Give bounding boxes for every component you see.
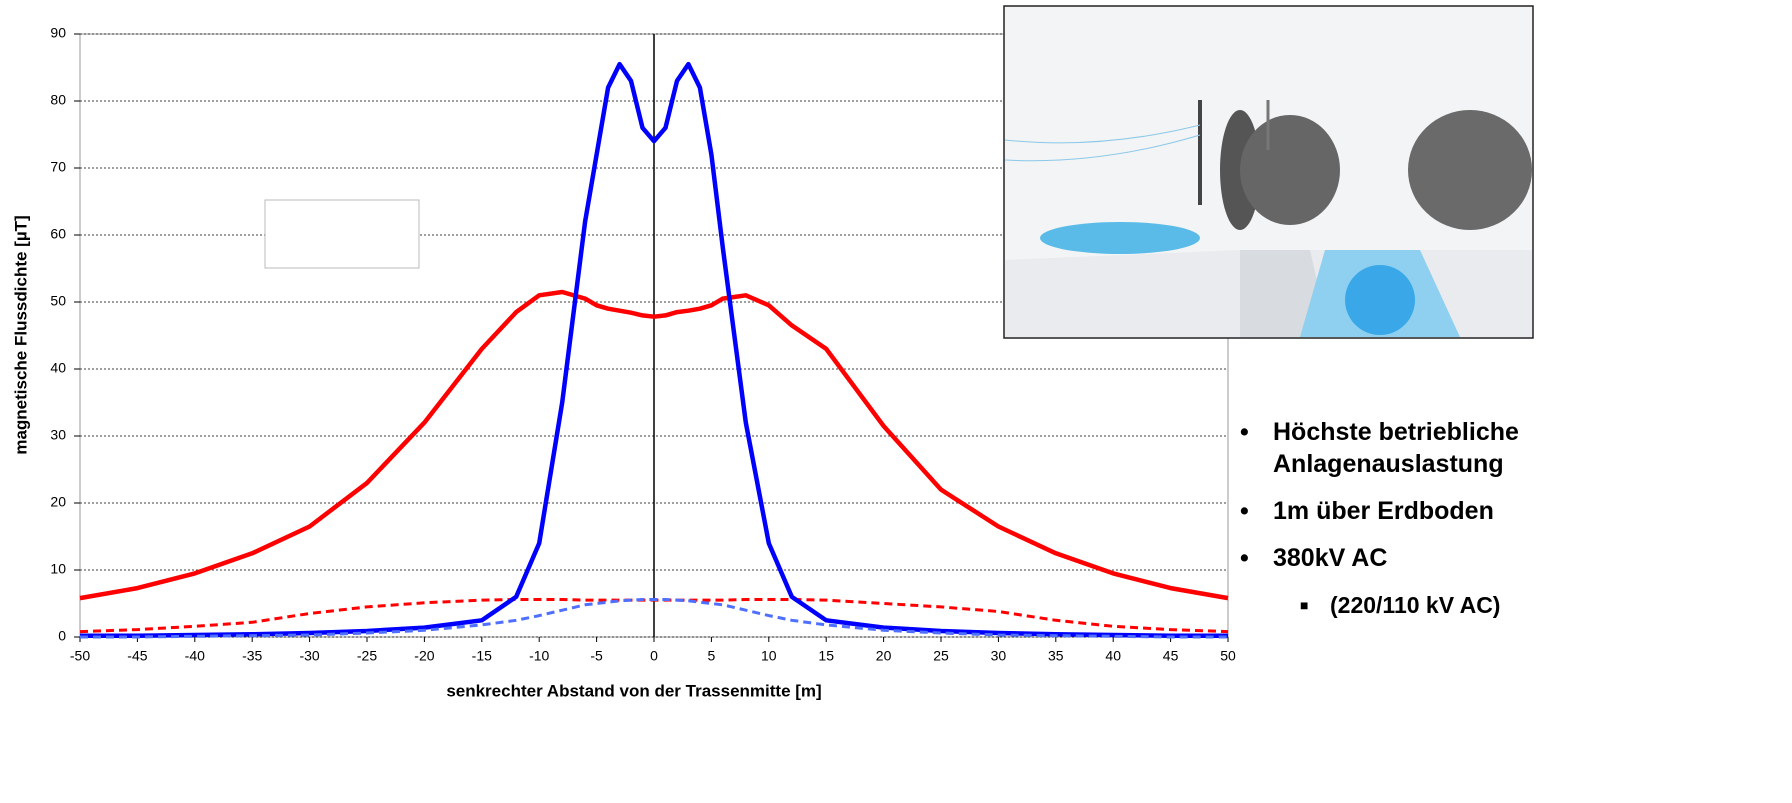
x-tick-label: 10 [761,648,777,664]
x-tick-label: -30 [299,648,319,664]
y-tick-label: 60 [50,226,66,242]
sub-bullet: (220/110 kV AC) [1330,592,1501,618]
y-tick-label: 80 [50,92,66,108]
x-tick-label: -50 [70,648,90,664]
x-tick-label: 15 [818,648,834,664]
y-tick-label: 20 [50,494,66,510]
bullet: 1m über Erdboden [1273,497,1494,525]
x-tick-label: 25 [933,648,949,664]
line-series [80,598,1228,639]
x-tick-label: 30 [991,648,1007,664]
x-tick-label: 50 [1220,648,1236,664]
photo [1003,5,1534,339]
bullet-dot: • [1240,497,1249,525]
line-series [79,289,1229,601]
y-tick-label: 10 [50,561,66,577]
bullet: Höchste betriebliche Anlagenauslastung [1273,418,1519,478]
y-tick-label: 40 [50,360,66,376]
y-tick-label: 30 [50,427,66,443]
sub-bullet-marker: ■ [1300,597,1309,613]
legend-box [264,199,420,269]
x-tick-label: -15 [472,648,492,664]
y-tick-label: 70 [50,159,66,175]
x-tick-label: 35 [1048,648,1064,664]
bullet-dot: • [1240,544,1249,572]
x-tick-label: -45 [127,648,147,664]
x-tick-label: -25 [357,648,377,664]
x-tick-label: 5 [708,648,716,664]
x-tick-label: -35 [242,648,262,664]
bullet-dot: • [1240,418,1249,446]
x-tick-label: 20 [876,648,892,664]
y-axis-title: magnetische Flussdichte [µT] [11,215,30,454]
x-tick-label: -20 [414,648,434,664]
y-tick-label: 50 [50,293,66,309]
bullet: 380kV AC [1273,544,1388,572]
x-axis-title: senkrechter Abstand von der Trassenmitte… [446,681,821,700]
y-tick-label: 90 [50,25,66,41]
line-series [80,61,1228,638]
x-tick-label: -40 [185,648,205,664]
x-tick-label: -10 [529,648,549,664]
x-tick-label: 45 [1163,648,1179,664]
x-tick-label: 0 [650,648,658,664]
x-tick-label: -5 [590,648,603,664]
y-tick-label: 0 [58,628,66,644]
x-tick-label: 40 [1105,648,1121,664]
